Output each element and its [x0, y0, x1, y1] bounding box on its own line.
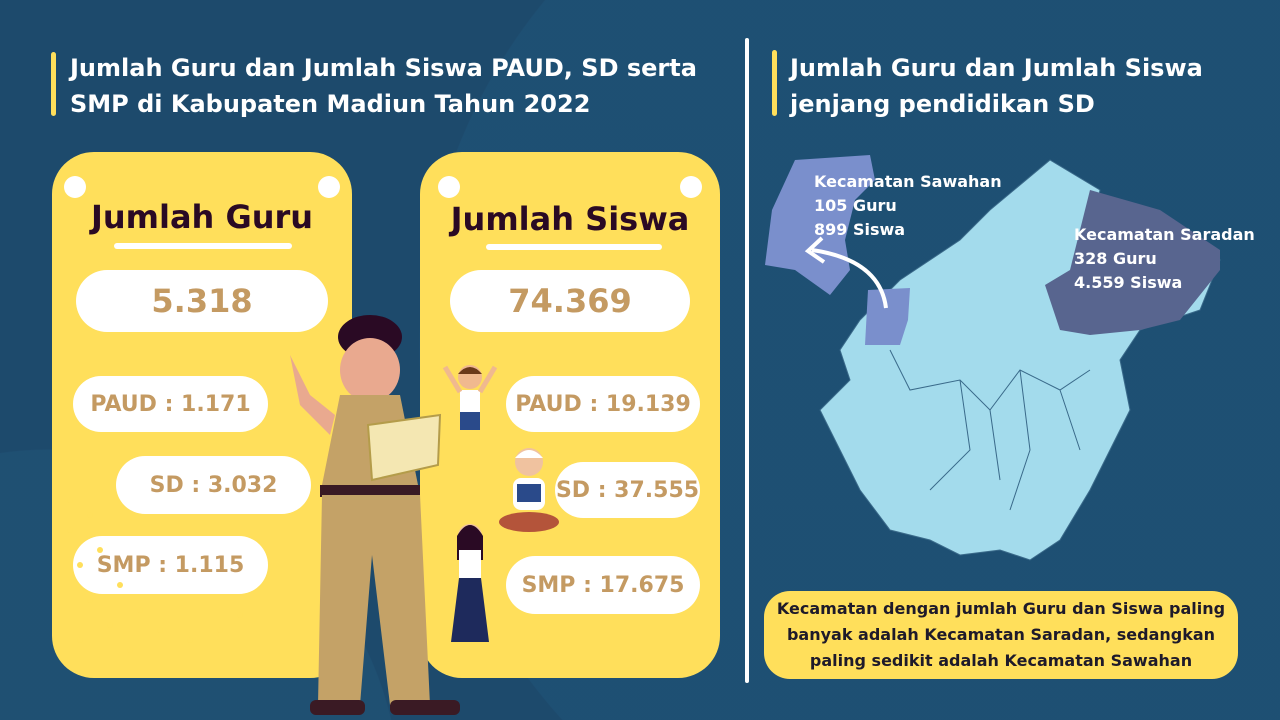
dots-decoration [67, 497, 243, 653]
card-hole [680, 176, 702, 198]
guru-total: 5.318 [76, 270, 328, 332]
sawahan-siswa: 899 Siswa [814, 220, 906, 239]
student-girl-illustration [451, 524, 489, 642]
guru-smp: SMP : 1.115 [73, 536, 268, 594]
title-accent-bar [51, 52, 56, 116]
student-boy-illustration [442, 365, 498, 430]
card-hole [64, 176, 86, 198]
divider [745, 38, 749, 683]
guru-paud: PAUD : 1.171 [73, 376, 268, 432]
card-hole [438, 176, 460, 198]
siswa-smp: SMP : 17.675 [506, 556, 700, 614]
madiun-map [765, 155, 1221, 561]
heading-underline [114, 243, 292, 249]
teacher-illustration [290, 315, 460, 715]
heading-underline [486, 244, 662, 250]
summary-note: Kecamatan dengan jumlah Guru dan Siswa p… [764, 591, 1238, 679]
saradan-name: Kecamatan Saradan [1074, 225, 1255, 244]
saradan-label: Kecamatan Saradan 328 Guru 4.559 Siswa [1074, 223, 1255, 295]
sawahan-label: Kecamatan Sawahan 105 Guru 899 Siswa [814, 170, 1002, 242]
saradan-guru: 328 Guru [1074, 249, 1157, 268]
student-reading-illustration [499, 448, 559, 532]
left-title: Jumlah Guru dan Jumlah Siswa PAUD, SD se… [70, 54, 697, 118]
right-title: Jumlah Guru dan Jumlah Siswa jenjang pen… [790, 54, 1203, 118]
saradan-siswa: 4.559 Siswa [1074, 273, 1183, 292]
guru-heading: Jumlah Guru [90, 198, 314, 236]
siswa-paud: PAUD : 19.139 [506, 376, 700, 432]
title-accent-bar [772, 50, 777, 116]
siswa-heading: Jumlah Siswa [450, 200, 690, 238]
summary-text: Kecamatan dengan jumlah Guru dan Siswa p… [776, 599, 1226, 670]
sawahan-guru: 105 Guru [814, 196, 897, 215]
guru-sd: SD : 3.032 [116, 456, 311, 514]
card-hole [318, 176, 340, 198]
siswa-sd: SD : 37.555 [555, 462, 700, 518]
sawahan-name: Kecamatan Sawahan [814, 172, 1002, 191]
siswa-total: 74.369 [450, 270, 690, 332]
